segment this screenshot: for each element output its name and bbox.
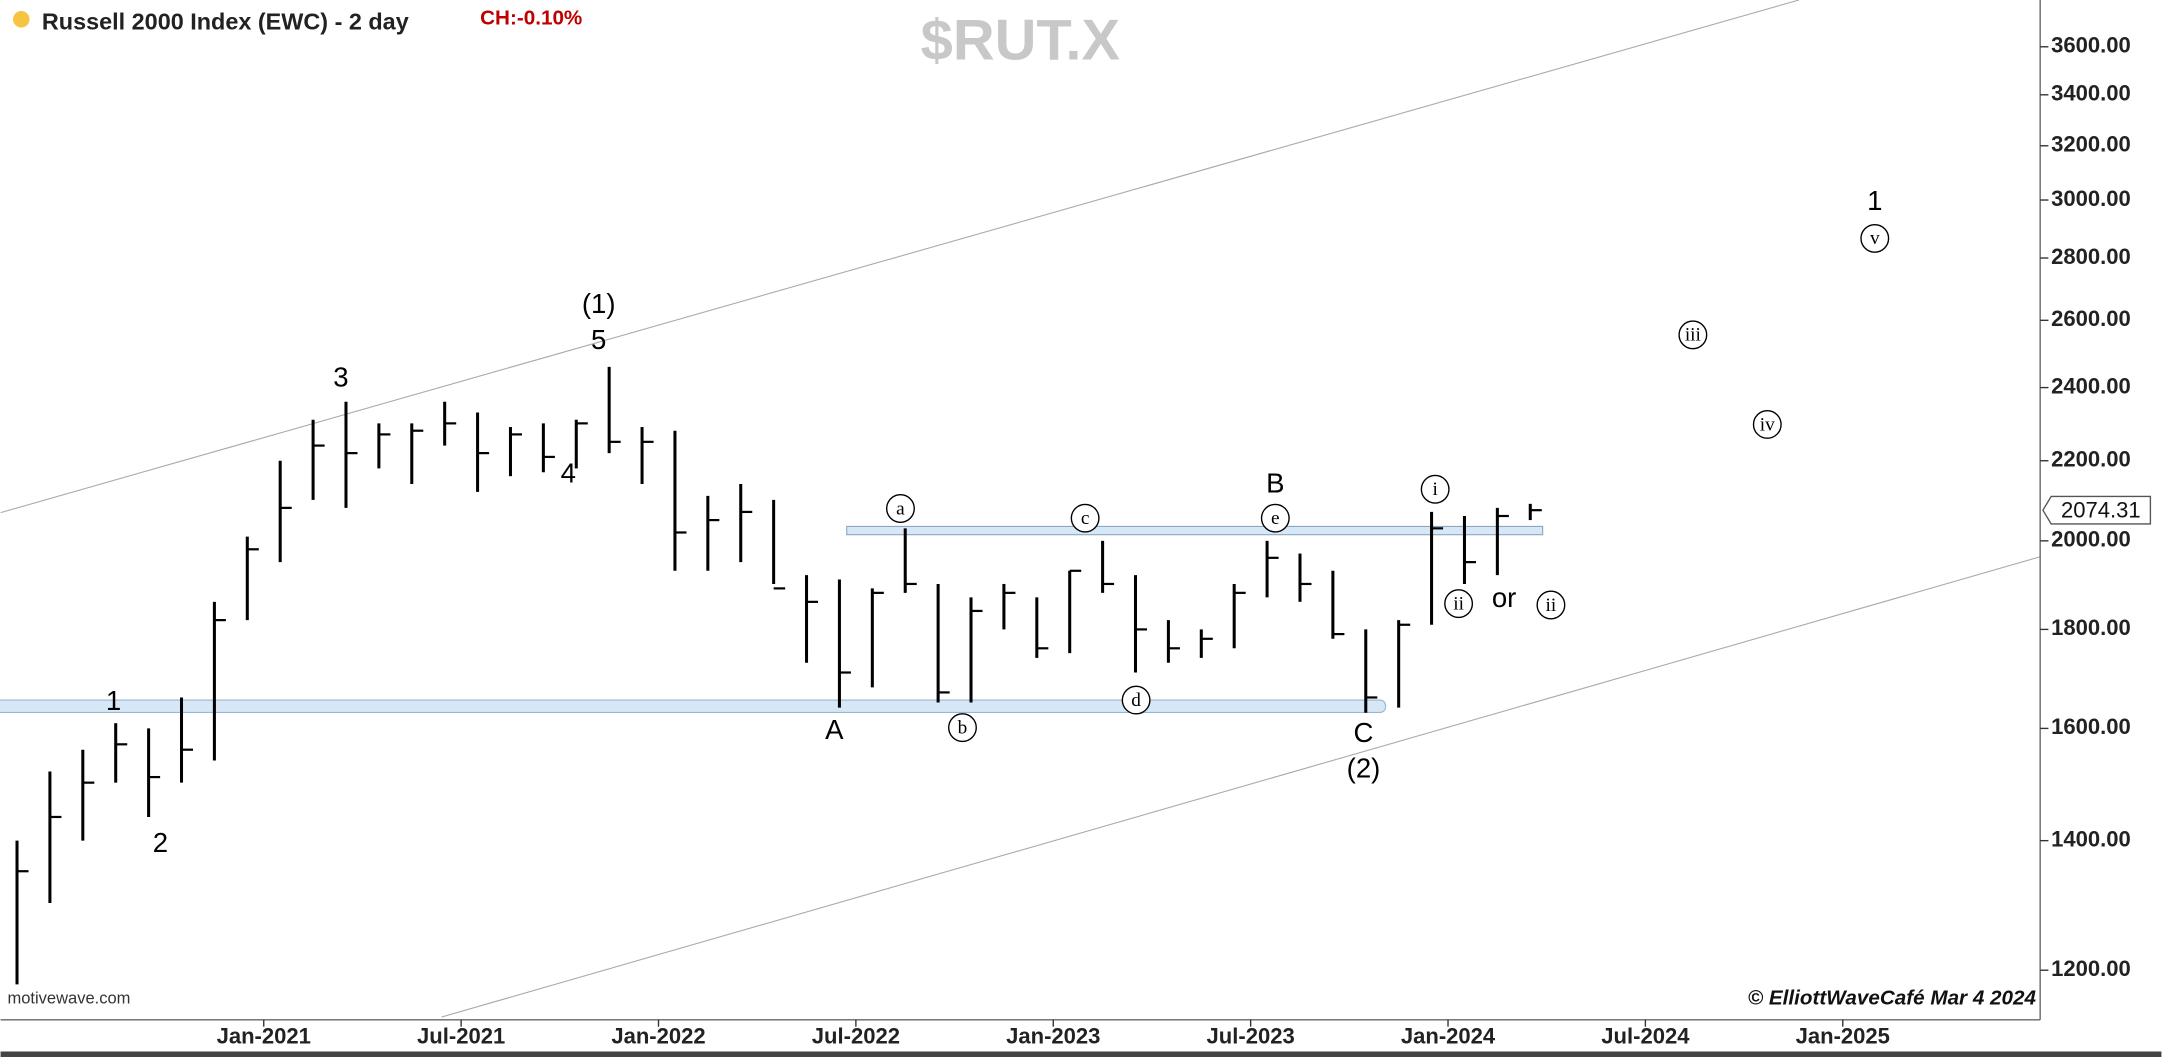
- last-price-label: 2074.31: [2061, 497, 2141, 522]
- y-tick-label: 2600.00: [2051, 306, 2131, 331]
- y-tick-label: 2400.00: [2051, 373, 2131, 398]
- x-tick-label: Jan-2023: [1006, 1024, 1100, 1049]
- wave-circle: [885, 494, 915, 523]
- wave-label: 3: [333, 361, 348, 392]
- wave-label: 5: [591, 324, 606, 355]
- wave-label: v: [1870, 228, 1880, 249]
- x-tick-label: Jan-2024: [1401, 1024, 1496, 1049]
- resistance-zone: [846, 525, 1544, 536]
- copyright: © ElliottWaveCafé Mar 4 2024: [1748, 987, 2037, 1010]
- channel-lower: [441, 556, 2041, 1018]
- y-tick-label: 1400.00: [2051, 826, 2131, 851]
- symbol-watermark: $RUT.X: [921, 8, 1121, 72]
- wave-label: A: [825, 714, 844, 745]
- wave-circle: [1260, 503, 1290, 533]
- wave-label: iii: [1685, 325, 1701, 346]
- wave-label: (2): [1347, 753, 1381, 784]
- wave-label: 1: [106, 685, 121, 716]
- y-tick-label: 3400.00: [2051, 81, 2131, 106]
- wave-circle: [1070, 503, 1100, 533]
- plot: 1200.00 1400.00 1600.00 1800.00 2000.00 2200.…: [15, 33, 2131, 1049]
- wave-label: 2: [153, 827, 168, 858]
- wave-label: or: [1492, 582, 1517, 613]
- wave-label: 1: [1867, 185, 1882, 216]
- wave-label: ii: [1453, 593, 1464, 614]
- wave-circle: [1121, 685, 1151, 715]
- wave-label: C: [1354, 717, 1374, 748]
- y-tick-label: 1200.00: [2051, 956, 2131, 981]
- y-tick-label: 2000.00: [2051, 527, 2131, 552]
- x-tick-label: Jan-2022: [611, 1024, 705, 1049]
- wave-circle: [948, 713, 977, 743]
- wave-label: 4: [561, 458, 576, 489]
- last-price-pointer: [2042, 495, 2152, 525]
- wave-circle: [1420, 474, 1450, 504]
- wave-label: i: [1432, 479, 1437, 500]
- wave-label: e: [1271, 508, 1280, 529]
- status-dot: [12, 11, 30, 28]
- x-tick-label: Jul-2024: [1601, 1024, 1690, 1049]
- wave-label: iv: [1760, 414, 1775, 435]
- wave-circle: [1536, 590, 1566, 620]
- x-tick-label: Jul-2021: [417, 1024, 505, 1049]
- wave-circle: [1444, 589, 1474, 619]
- wave-label: (1): [582, 288, 616, 319]
- change-label: CH:-0.10%: [480, 7, 582, 30]
- channel-upper: [0, 0, 1800, 514]
- x-tick-label: Jul-2022: [812, 1024, 900, 1049]
- wave-label: d: [1131, 690, 1141, 711]
- chart-title: Russell 2000 Index (EWC) - 2 day: [42, 9, 409, 35]
- x-tick-label: Jan-2021: [217, 1024, 311, 1049]
- wave-label: ii: [1546, 595, 1557, 616]
- y-tick-label: 2800.00: [2051, 244, 2131, 269]
- y-tick-label: 1800.00: [2051, 615, 2131, 640]
- x-tick-label: Jan-2025: [1796, 1024, 1890, 1049]
- y-tick-label: 3200.00: [2051, 132, 2131, 157]
- bottom-strip: [0, 1051, 2162, 1057]
- wave-circle: [1860, 223, 1890, 253]
- wave-circle: [1752, 409, 1782, 439]
- source-label: motivewave.com: [7, 988, 130, 1007]
- wave-label: b: [958, 717, 968, 738]
- wave-circle: [1678, 320, 1708, 350]
- wave-label: B: [1266, 467, 1284, 498]
- wave-label: a: [896, 498, 905, 519]
- y-tick-label: 3000.00: [2051, 186, 2131, 211]
- y-tick-label: 2200.00: [2051, 447, 2131, 472]
- support-zone: [0, 699, 1387, 714]
- y-tick-label: 3600.00: [2051, 33, 2131, 58]
- wave-label: c: [1081, 508, 1090, 529]
- x-tick-label: Jul-2023: [1207, 1024, 1295, 1049]
- y-tick-label: 1600.00: [2051, 714, 2131, 739]
